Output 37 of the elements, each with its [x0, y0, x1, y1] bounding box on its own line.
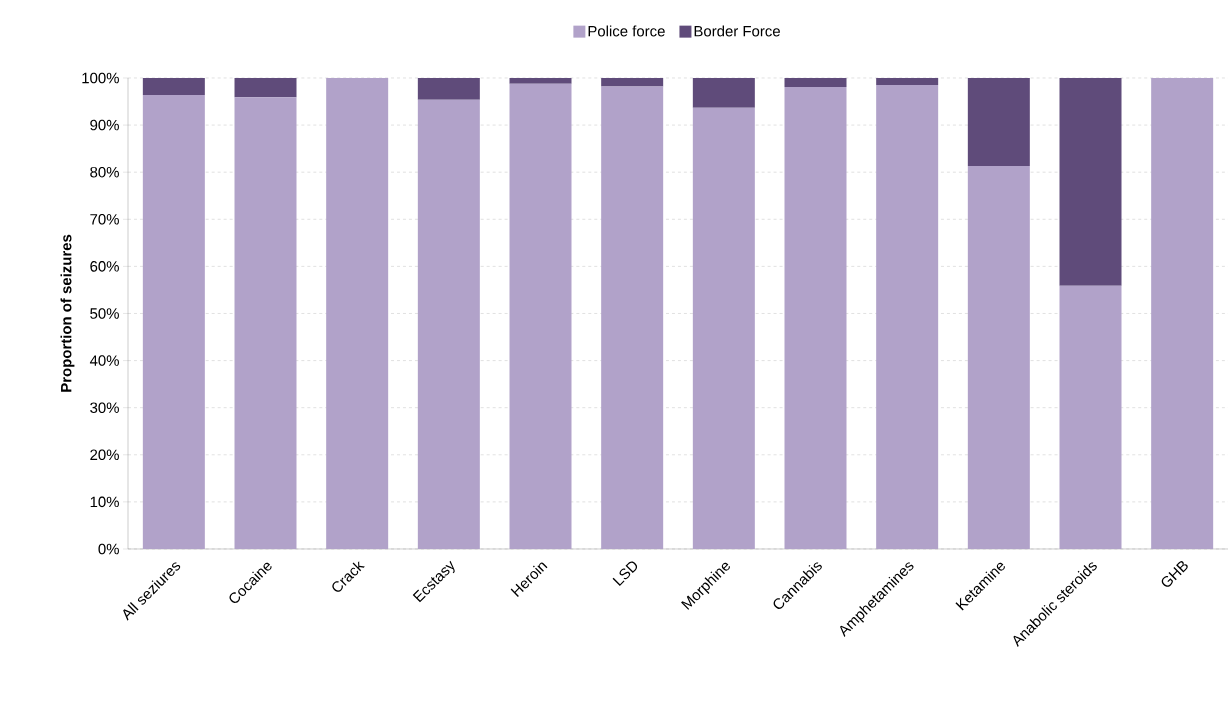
y-tick-label: 40% — [89, 355, 119, 366]
bar — [509, 83, 572, 549]
x-tick-label: LSD — [612, 561, 638, 587]
y-tick-label: 90% — [90, 119, 119, 131]
y-tick-label: 100% — [82, 72, 119, 84]
legend-label: Police force — [588, 25, 665, 37]
bar — [326, 77, 389, 549]
y-tick-label: 20% — [90, 449, 119, 461]
bar — [142, 77, 205, 95]
y-tick-label: 60% — [90, 261, 119, 272]
bar — [417, 99, 480, 549]
bar — [417, 77, 480, 100]
bar — [234, 97, 297, 549]
y-tick-label: 80% — [90, 166, 119, 178]
bar — [509, 77, 572, 84]
y-tick-label: 10% — [90, 496, 119, 508]
bar — [1059, 285, 1122, 549]
bar — [692, 107, 755, 549]
bar — [784, 77, 847, 87]
bar — [142, 94, 205, 549]
bar — [234, 77, 297, 98]
bar — [967, 166, 1030, 549]
bar — [601, 77, 664, 87]
bar — [967, 77, 1030, 167]
bar — [876, 85, 939, 549]
bar — [692, 77, 755, 108]
y-tick-label: 50% — [90, 308, 119, 319]
y-tick-label: 30% — [90, 402, 119, 413]
y-tick-label: 0% — [98, 543, 119, 555]
legend-label: Border Force — [694, 25, 780, 37]
bar — [784, 86, 847, 549]
y-axis-title: Proportion of seizures — [60, 234, 75, 392]
bar — [601, 86, 664, 549]
bar — [1059, 77, 1122, 286]
bar — [1151, 77, 1214, 549]
y-tick-label: 70% — [90, 213, 119, 225]
bar — [876, 77, 939, 86]
